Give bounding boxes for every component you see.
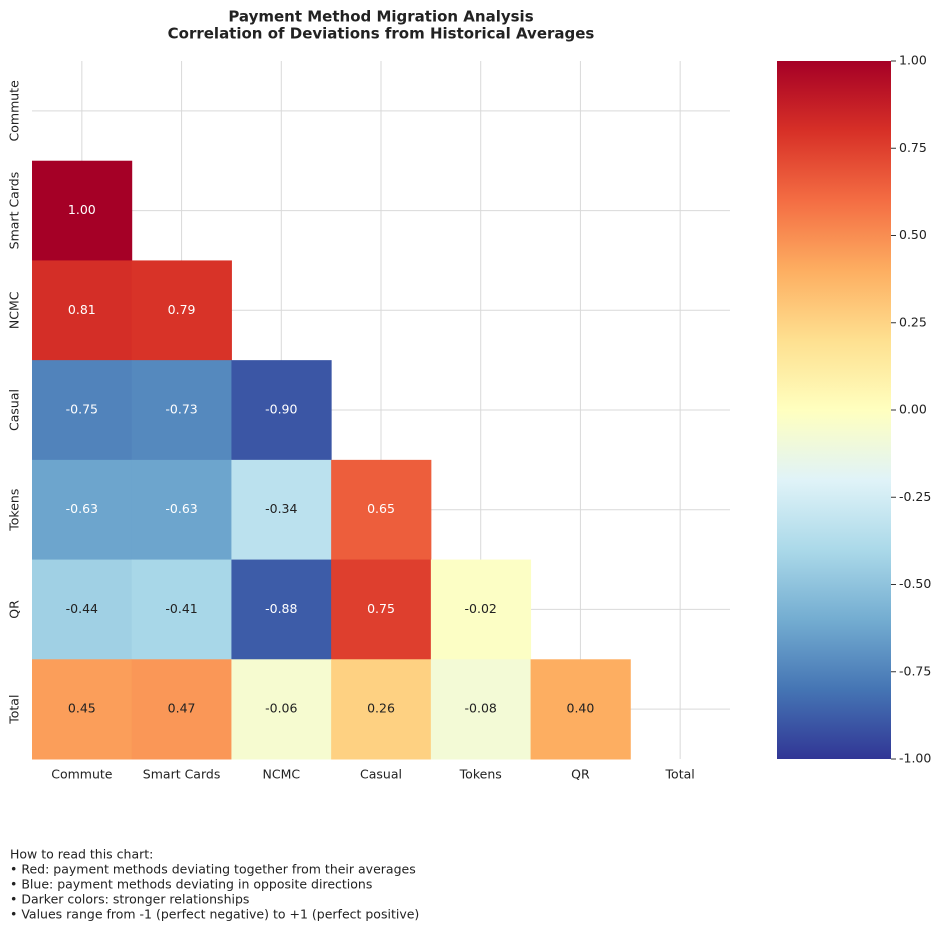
chart-title: Payment Method Migration Analysis	[228, 8, 533, 26]
heatmap-cell	[231, 659, 332, 760]
colorbar-tick-label: 0.50	[899, 227, 927, 242]
cell-label: 0.79	[168, 302, 196, 317]
cell-label: 0.26	[367, 701, 395, 716]
annotation-line: • Darker colors: stronger relationships	[10, 892, 249, 907]
y-tick-label: Commute	[7, 80, 22, 142]
cell-label: -0.08	[465, 701, 497, 716]
annotation: How to read this chart:• Red: payment me…	[10, 847, 419, 922]
x-tick-label: QR	[571, 767, 590, 782]
heatmap-cell	[530, 659, 631, 760]
y-tick-label: Smart Cards	[7, 172, 22, 250]
colorbar: 1.00 0.75 0.50 0.25 0.00 -0.25 -0.50 -0.75 -1.00	[777, 53, 931, 766]
heatmap-cell	[32, 659, 133, 760]
cell-label: -0.34	[265, 501, 297, 516]
chart-subtitle: Correlation of Deviations from Historica…	[168, 25, 595, 43]
y-tick-label: NCMC	[7, 291, 22, 329]
colorbar-tick-label: -0.75	[899, 663, 931, 678]
y-tick-label: Casual	[7, 389, 22, 431]
heatmap-cell	[32, 459, 133, 561]
heatmap-cell	[331, 659, 432, 760]
x-tick-label: Total	[665, 767, 695, 782]
heatmap-cell	[32, 559, 133, 660]
cell-label: 0.47	[168, 701, 196, 716]
cell-label: -0.06	[265, 701, 297, 716]
cell-label: -0.41	[165, 601, 197, 616]
colorbar-tick-label: -1.00	[899, 751, 931, 766]
x-tick-label: Commute	[51, 767, 113, 782]
cell-label: -0.44	[66, 601, 98, 616]
x-tick-label: Casual	[360, 767, 402, 782]
x-tick-label: NCMC	[262, 767, 300, 782]
cell-label: -0.02	[465, 601, 497, 616]
heatmap-cell	[231, 559, 332, 660]
cell-label: 0.45	[68, 701, 96, 716]
cell-label: -0.75	[66, 402, 98, 417]
heatmap-cell	[131, 260, 232, 361]
cell-label: -0.88	[265, 601, 297, 616]
colorbar-tick-label: 0.00	[899, 402, 927, 417]
heatmap-cell	[131, 559, 232, 660]
heatmap-cell	[331, 459, 432, 561]
heatmap-cell	[32, 360, 133, 461]
colorbar-tick-label: -0.50	[899, 576, 931, 591]
colorbar-tick-label: 0.25	[899, 314, 927, 329]
y-tick-label: Total	[7, 695, 22, 725]
annotation-line: • Red: payment methods deviating togethe…	[10, 862, 416, 877]
annotation-line: • Values range from -1 (perfect negative…	[10, 907, 419, 922]
colorbar-gradient	[777, 61, 891, 759]
cell-label: 0.65	[367, 501, 395, 516]
annotation-line: • Blue: payment methods deviating in opp…	[10, 877, 372, 892]
cell-label: 0.40	[567, 701, 595, 716]
cell-label: -0.63	[165, 501, 197, 516]
cell-label: -0.90	[265, 402, 297, 417]
y-tick-label: Tokens	[7, 489, 22, 532]
cell-label: -0.63	[66, 501, 98, 516]
annotation-line: How to read this chart:	[10, 847, 153, 862]
heatmap-cell	[231, 360, 332, 461]
y-tick-label: QR	[7, 600, 22, 619]
cell-label: 1.00	[68, 202, 96, 217]
heatmap-cell	[231, 459, 332, 561]
heatmap-cell	[430, 659, 532, 760]
cell-label: -0.73	[165, 402, 197, 417]
heatmap-cell	[131, 360, 232, 461]
cell-label: 0.75	[367, 601, 395, 616]
heatmap-cell	[32, 260, 133, 361]
cell-label: 0.81	[68, 302, 96, 317]
cells: 1.00 0.81 0.79 -0.75 -0.73 -0.90 -0.63 -0.63 -0.…	[32, 160, 631, 760]
colorbar-tick-label: -0.25	[899, 489, 931, 504]
heatmap-cell	[131, 459, 232, 561]
x-tick-label: Tokens	[459, 767, 502, 782]
heatmap-cell	[430, 559, 532, 660]
colorbar-tick-label: 0.75	[899, 140, 927, 155]
heatmap-cell	[331, 559, 432, 660]
colorbar-tick-label: 1.00	[899, 53, 927, 68]
x-tick-label: Smart Cards	[143, 767, 221, 782]
heatmap-cell	[32, 160, 133, 261]
heatmap-cell	[131, 659, 232, 760]
